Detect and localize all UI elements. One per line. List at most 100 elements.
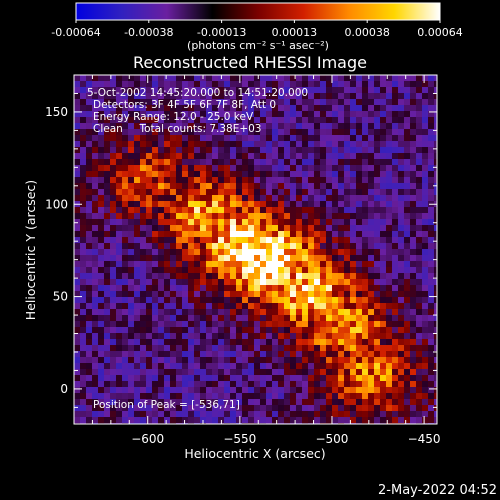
heatmap-cell [326,225,333,232]
heatmap-cell [224,75,231,82]
heatmap-cell [350,303,357,310]
heatmap-cell [134,417,141,424]
heatmap-cell [152,267,159,274]
heatmap-cell [158,387,165,394]
heatmap-cell [182,249,189,256]
heatmap-cell [392,351,399,358]
heatmap-cell [116,165,123,172]
heatmap-cell [164,147,171,154]
heatmap-cell [104,225,111,232]
heatmap-cell [302,411,309,418]
heatmap-cell [206,135,213,142]
heatmap-cell [98,363,105,370]
heatmap-cell [254,87,261,94]
heatmap-cell [278,195,285,202]
heatmap-cell [362,93,369,100]
heatmap-cell [86,243,93,250]
heatmap-cell [146,207,153,214]
heatmap-cell [386,225,393,232]
heatmap-cell [170,123,177,130]
heatmap-cell [320,207,327,214]
heatmap-cell [140,171,147,178]
heatmap-cell [272,399,279,406]
heatmap-cell [104,393,111,400]
heatmap-cell [422,417,429,424]
heatmap-cell [188,279,195,286]
heatmap-cell [92,405,99,412]
heatmap-cell [146,285,153,292]
heatmap-cell [74,411,81,418]
heatmap-cell [290,201,297,208]
heatmap-cell [80,417,87,424]
heatmap-cell [260,297,267,304]
heatmap-cell [332,327,339,334]
heatmap-cell [392,177,399,184]
heatmap-cell [272,327,279,334]
heatmap-cell [236,105,243,112]
heatmap-cell [422,351,429,358]
heatmap-cell [404,249,411,256]
heatmap-cell [284,213,291,220]
heatmap-cell [194,135,201,142]
heatmap-cell [302,153,309,160]
heatmap-cell [212,111,219,118]
heatmap-cell [92,207,99,214]
heatmap-cell [290,411,297,418]
heatmap-cell [314,207,321,214]
heatmap-cell [224,207,231,214]
heatmap-cell [368,201,375,208]
heatmap-cell [176,321,183,328]
heatmap-cell [110,219,117,226]
heatmap-cell [362,147,369,154]
heatmap-cell [386,147,393,154]
heatmap-cell [362,333,369,340]
heatmap-cell [326,237,333,244]
heatmap-cell [410,111,417,118]
heatmap-cell [368,279,375,286]
heatmap-cell [134,309,141,316]
heatmap-cell [338,249,345,256]
heatmap-cell [128,135,135,142]
heatmap-cell [98,273,105,280]
heatmap-cell [308,309,315,316]
heatmap-cell [128,165,135,172]
heatmap-cell [302,363,309,370]
heatmap-cell [80,165,87,172]
heatmap-cell [272,219,279,226]
heatmap-cell [284,243,291,250]
heatmap-cell [272,411,279,418]
heatmap-cell [134,123,141,130]
heatmap-cell [92,237,99,244]
heatmap-cell [392,231,399,238]
heatmap-cell [80,225,87,232]
heatmap-cell [272,207,279,214]
heatmap-cell [344,141,351,148]
heatmap-cell [74,93,81,100]
heatmap-cell [98,225,105,232]
heatmap-cell [74,351,81,358]
heatmap-cell [320,141,327,148]
heatmap-cell [314,81,321,88]
heatmap-cell [188,315,195,322]
heatmap-cell [338,237,345,244]
heatmap-cell [134,399,141,406]
heatmap-cell [236,117,243,124]
heatmap-cell [428,135,435,142]
heatmap-cell [272,195,279,202]
heatmap-cell [392,105,399,112]
heatmap-cell [104,321,111,328]
heatmap-cell [266,327,273,334]
heatmap-cell [164,273,171,280]
heatmap-cell [212,135,219,142]
heatmap-cell [320,255,327,262]
heatmap-cell [392,141,399,148]
heatmap-cell [326,267,333,274]
heatmap-cell [356,111,363,118]
heatmap-cell [248,99,255,106]
heatmap-cell [344,315,351,322]
heatmap-cell [404,219,411,226]
heatmap-cell [404,321,411,328]
heatmap-cell [356,201,363,208]
heatmap-cell [80,213,87,220]
heatmap-cell [158,255,165,262]
